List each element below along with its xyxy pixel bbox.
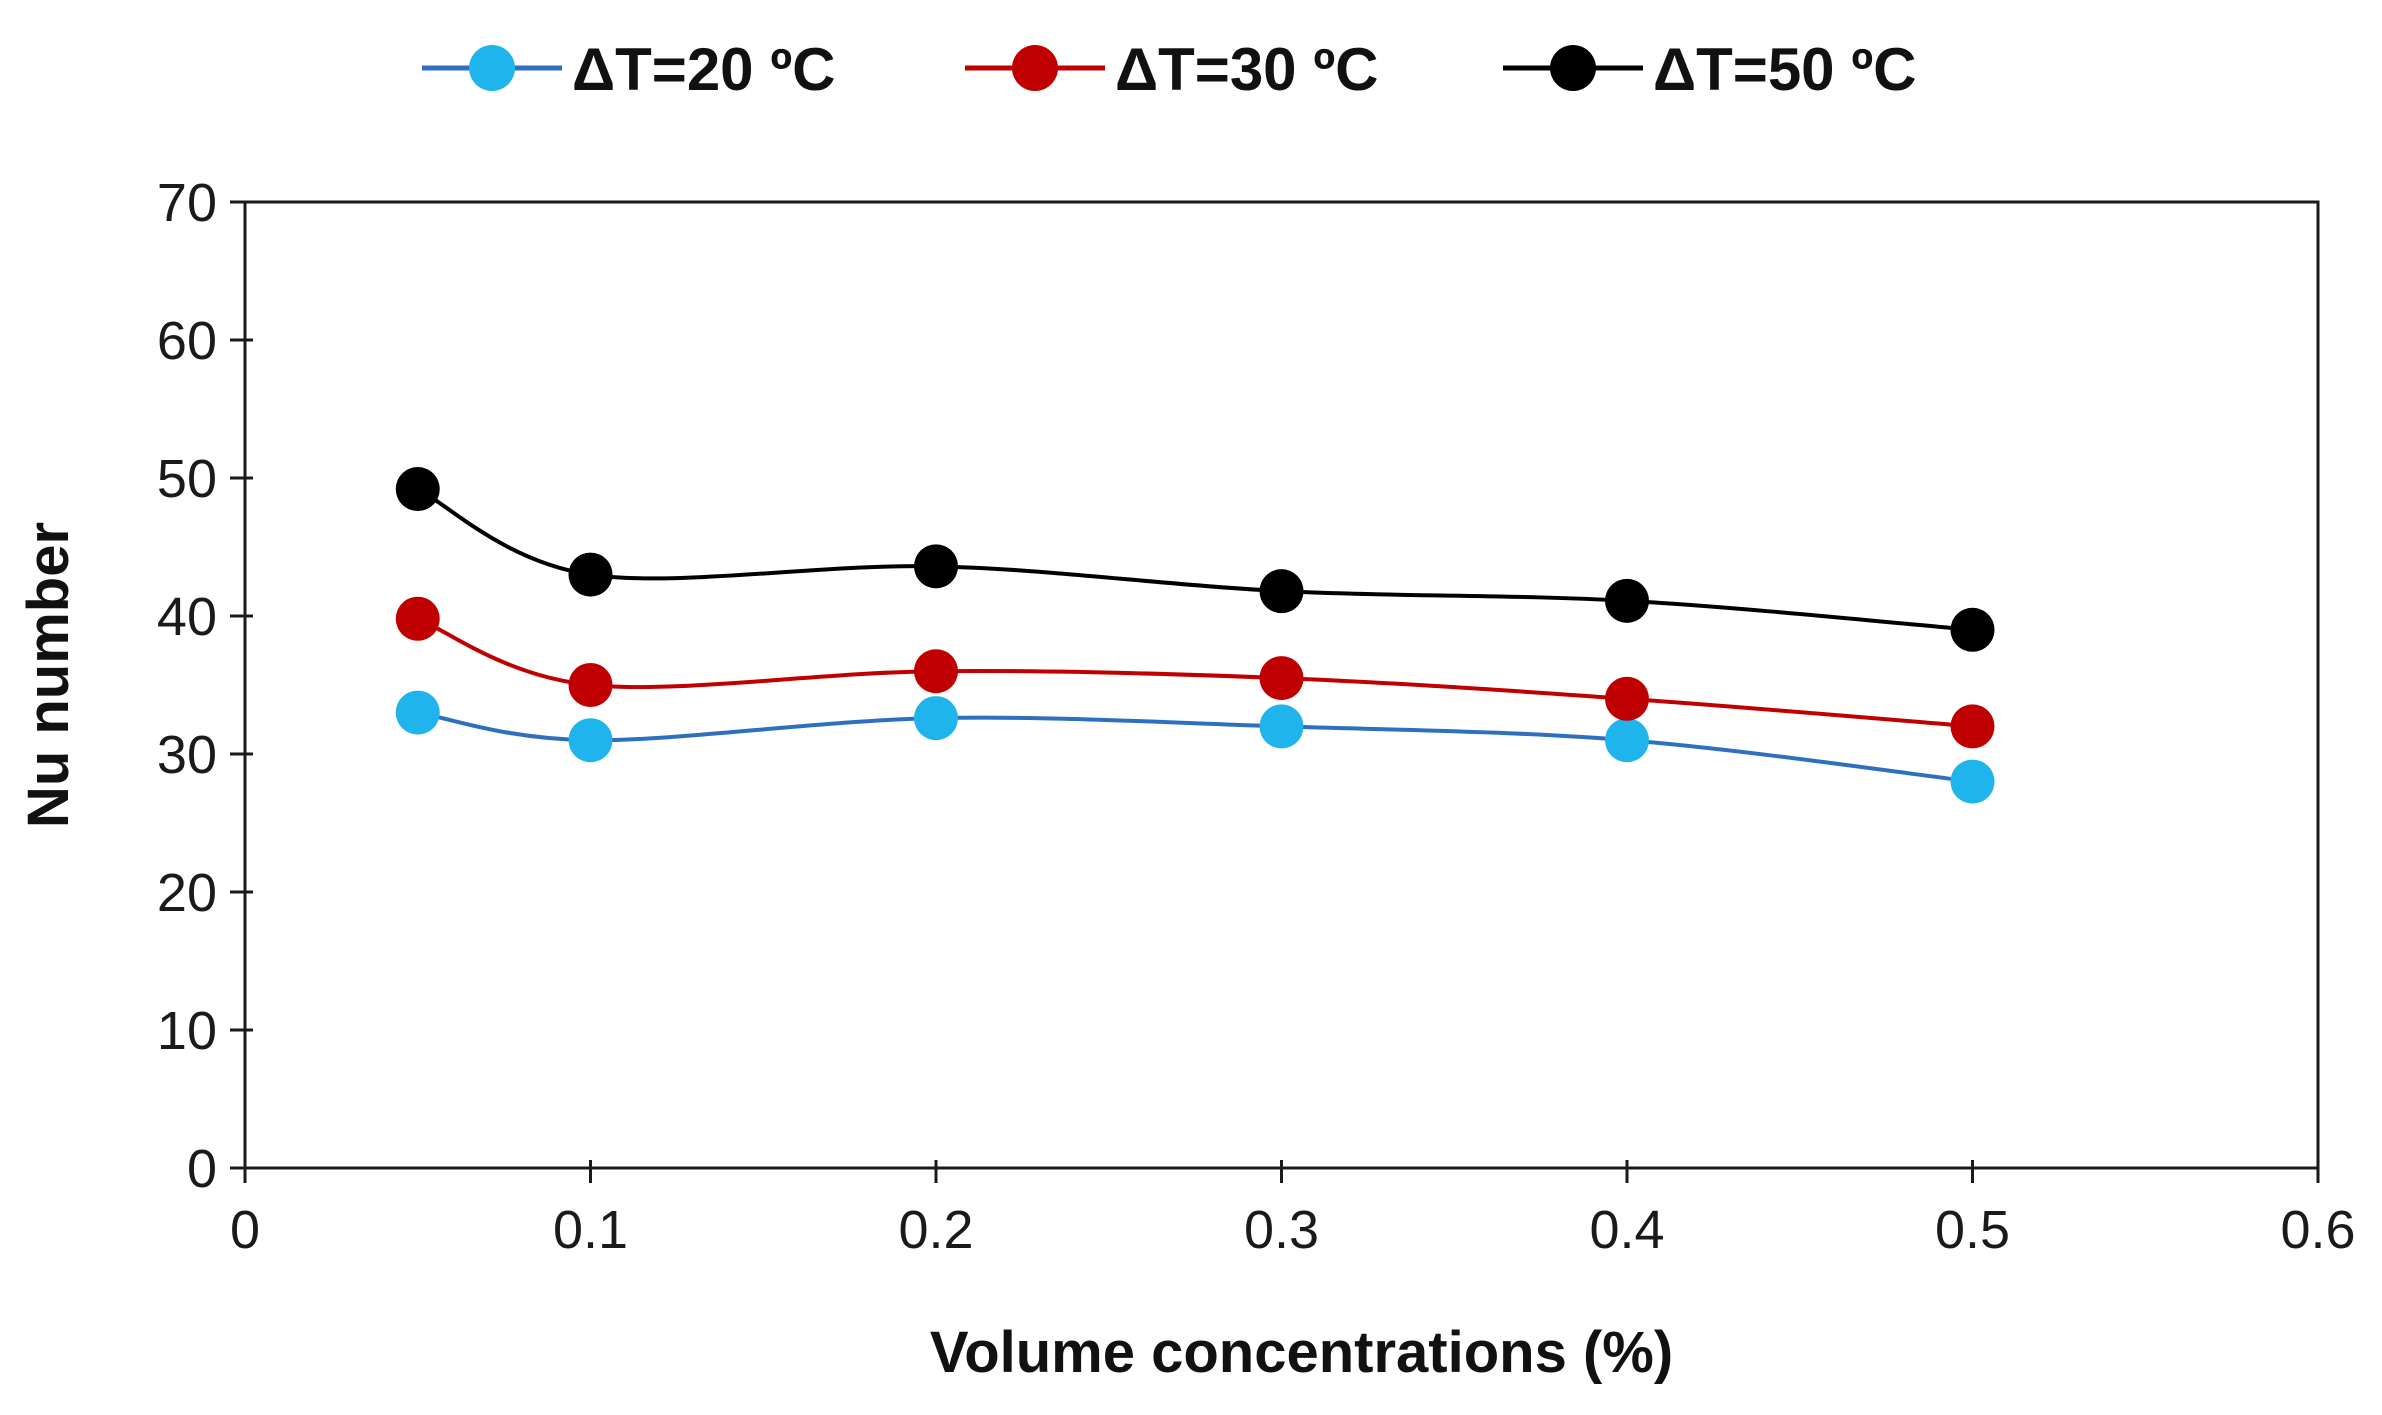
series-1 [395, 690, 1995, 804]
data-point [395, 690, 440, 735]
data-point [1950, 759, 1995, 804]
legend: ΔT=20 ºC ΔT=30 ºC ΔT=50 ºC [422, 36, 1916, 103]
data-point [1605, 676, 1649, 721]
data-point [914, 544, 958, 589]
y-tick-label: 30 [157, 725, 217, 785]
data-point [1259, 656, 1304, 701]
legend-label: ΔT=20 ºC [572, 36, 835, 103]
y-tick-label: 10 [157, 1001, 217, 1061]
data-point [1950, 704, 1995, 749]
y-axis: 0 10 20 30 40 50 60 70 [157, 173, 253, 1199]
legend-marker [469, 45, 515, 91]
data-point [1259, 569, 1304, 614]
x-axis-title: Volume concentrations (%) [930, 1320, 1673, 1385]
y-tick-label: 60 [157, 311, 217, 371]
legend-marker [1012, 45, 1058, 91]
data-point [1259, 704, 1304, 749]
x-tick-label: 0.1 [553, 1200, 628, 1260]
legend-label: ΔT=30 ºC [1115, 36, 1378, 103]
x-axis: 0 0.1 0.2 0.3 0.4 0.5 0.6 [230, 1160, 2356, 1260]
x-tick-label: 0.4 [1589, 1200, 1664, 1260]
y-tick-label: 70 [157, 173, 217, 233]
data-point [914, 696, 958, 741]
series-layer [395, 467, 1995, 804]
legend-entry-2: ΔT=30 ºC [965, 36, 1378, 103]
series-2 [395, 596, 1995, 749]
y-tick-label: 50 [157, 449, 217, 509]
legend-entry-3: ΔT=50 ºC [1503, 36, 1916, 103]
data-point [1950, 607, 1995, 652]
y-tick-label: 20 [157, 863, 217, 923]
legend-label: ΔT=50 ºC [1653, 36, 1916, 103]
x-tick-label: 0.6 [2280, 1200, 2355, 1260]
legend-entry-1: ΔT=20 ºC [422, 36, 835, 103]
data-point [568, 552, 613, 597]
data-point [914, 649, 958, 694]
y-axis-title: Nu number [16, 522, 81, 828]
data-point [395, 467, 440, 512]
y-tick-label: 0 [187, 1139, 217, 1199]
x-tick-label: 0.3 [1244, 1200, 1319, 1260]
data-point [568, 663, 613, 707]
data-point [1605, 718, 1649, 763]
x-tick-label: 0.5 [1935, 1200, 2010, 1260]
x-tick-label: 0.2 [898, 1200, 973, 1260]
data-point [395, 596, 440, 641]
data-point [1605, 578, 1649, 623]
legend-marker [1550, 45, 1596, 91]
series-3 [395, 467, 1995, 652]
data-point [568, 718, 613, 763]
x-tick-label: 0 [230, 1200, 260, 1260]
y-tick-label: 40 [157, 587, 217, 647]
